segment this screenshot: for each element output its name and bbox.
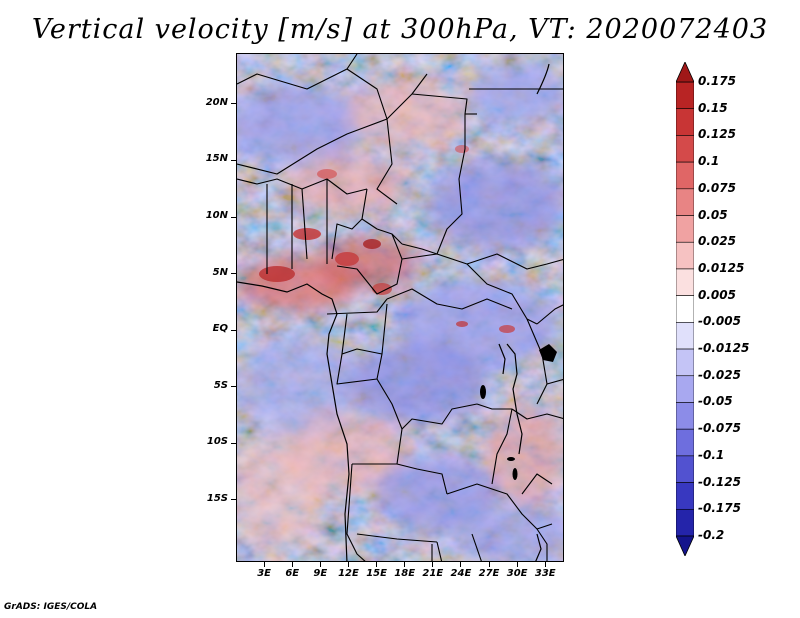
colorbar-label: 0.005 [698,287,736,302]
lat-label: 20N [205,96,228,108]
lat-tick [231,159,236,161]
lon-tick [516,562,518,567]
credit-label: GrADS: IGES/COLA [4,602,98,612]
lon-tick [291,562,293,567]
colorbar-swatch [676,108,694,136]
lat-tick [231,499,236,501]
colorbar-swatch [676,241,694,270]
lon-label: 3E [257,568,271,579]
colorbar-label: 0.1 [698,154,720,169]
lon-tick [319,562,321,567]
colorbar-swatch [676,295,694,323]
colorbar-swatch [676,482,694,510]
lat-tick [231,386,236,388]
colorbar-top-arrow [676,62,694,83]
lat-tick [231,329,236,331]
colorbar-swatch [676,455,694,483]
colorbar-label: 0.0125 [698,260,745,275]
colorbar-label: 0.125 [698,127,736,142]
lakes [480,344,557,480]
colorbar-swatch [676,81,694,110]
lon-label: 9E [313,568,328,579]
lat-tick [231,442,236,444]
colorbar-label: -0.2 [698,528,725,542]
map-title: Vertical velocity [m/s] at 300hPa, VT: 2… [31,14,769,45]
colorbar-label: -0.025 [698,367,741,382]
colorbar-label: 0.15 [698,100,728,115]
colorbar-swatch [676,135,694,163]
colorbar-label: -0.175 [698,501,741,516]
lon-tick [404,562,406,567]
lat-label: 10S [206,436,228,448]
convective-cells [259,145,515,333]
colorbar-label: -0.075 [698,421,741,436]
colorbar-swatch [676,215,694,243]
lon-tick [544,562,546,567]
colorbar [676,62,694,556]
colorbar-swatch [676,402,694,430]
colorbar-label: 0.05 [698,207,728,222]
lon-label: 30E [506,568,528,579]
colorbar-label: -0.005 [698,314,741,329]
lon-label: 18E [394,568,416,579]
lon-label: 33E [534,568,556,579]
colorbar-label: 0.175 [698,74,736,88]
vertical-velocity-field [237,54,563,561]
colorbar-swatch [676,161,694,190]
colorbar-label: 0.025 [698,234,736,249]
colorbar-swatch [676,322,694,350]
lat-tick [231,273,236,275]
lat-label: 15S [206,492,228,504]
colorbar-label: -0.1 [698,447,725,462]
lon-label: 24E [450,568,472,579]
lat-label: 5S [213,379,228,391]
colorbar-bottom-arrow [676,535,694,556]
field-regions [237,64,563,561]
colorbar-swatch [676,188,694,216]
lon-tick [263,562,265,567]
lon-label: 21E [422,568,444,579]
country-borders [237,54,563,561]
lon-tick [460,562,462,567]
lon-tick [488,562,490,567]
lat-label: 15N [205,153,228,165]
colorbar-swatch [676,428,694,457]
colorbar-label: 0.075 [698,180,736,195]
lon-tick [347,562,349,567]
colorbar-swatches [676,81,694,537]
lat-label: 5N [212,266,228,278]
lon-tick [376,562,378,567]
lat-label: 10N [205,210,228,221]
lon-label: 6E [285,568,300,579]
colorbar-label: -0.0125 [698,341,750,356]
lon-label: 15E [366,568,387,579]
lon-label: 27E [478,568,500,579]
lat-tick [231,216,236,218]
colorbar-swatch [676,508,694,537]
lon-label: 12E [338,568,359,579]
colorbar-label: -0.125 [698,474,741,489]
lon-tick [432,562,434,567]
lat-label: EQ [212,323,228,335]
colorbar-swatch [676,348,694,377]
colorbar-swatch [676,375,694,403]
colorbar-label: -0.05 [698,394,733,409]
lat-tick [231,103,236,105]
coastline [237,63,550,561]
map-panel [236,53,564,562]
colorbar-swatch [676,268,694,296]
